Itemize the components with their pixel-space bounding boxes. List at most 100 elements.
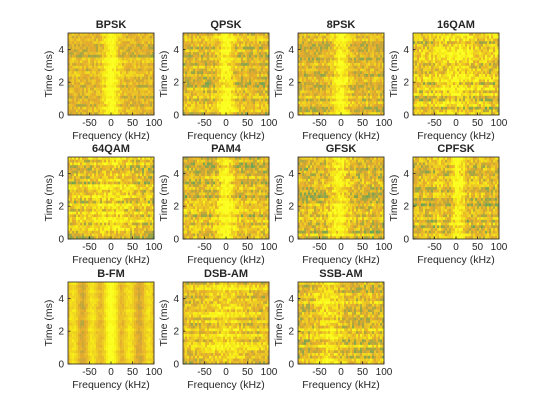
heatmap-cell xyxy=(215,33,218,37)
heatmap-cell xyxy=(368,87,371,91)
heatmap-cell xyxy=(199,104,202,108)
heatmap-cell xyxy=(106,43,109,47)
heatmap-cell xyxy=(469,35,472,39)
heatmap-cell xyxy=(461,93,464,97)
heatmap-cell xyxy=(118,74,121,78)
heatmap-cell xyxy=(229,49,232,53)
heatmap-cell xyxy=(346,49,349,53)
heatmap-cell xyxy=(187,68,190,72)
heatmap-cell xyxy=(461,33,464,37)
heatmap-cell xyxy=(70,46,73,50)
heatmap-cell xyxy=(473,49,476,53)
heatmap-cell xyxy=(326,101,329,105)
heatmap-cell xyxy=(306,101,309,105)
heatmap-cell xyxy=(431,41,434,45)
heatmap-cell xyxy=(203,87,206,91)
heatmap-cell xyxy=(195,49,198,53)
heatmap-cell xyxy=(259,41,262,45)
heatmap-cell xyxy=(193,76,196,80)
heatmap-cell xyxy=(249,65,252,69)
heatmap-cell xyxy=(495,54,498,58)
heatmap-cell xyxy=(118,106,121,110)
heatmap-cell xyxy=(302,46,305,50)
heatmap-cell xyxy=(445,82,448,86)
heatmap-cell xyxy=(257,74,260,78)
heatmap-cell xyxy=(453,90,456,94)
heatmap-cell xyxy=(183,60,186,64)
heatmap-cell xyxy=(217,63,220,67)
heatmap-cell xyxy=(419,63,422,67)
heatmap-cell xyxy=(185,71,188,75)
heatmap-cell xyxy=(136,93,139,97)
heatmap-cell xyxy=(267,87,270,91)
heatmap-cell xyxy=(431,98,434,102)
heatmap-cell xyxy=(485,43,488,47)
heatmap-cell xyxy=(419,93,422,97)
heatmap-cell xyxy=(302,112,305,116)
heatmap-cell xyxy=(90,90,93,94)
heatmap-cell xyxy=(421,60,424,64)
heatmap-cell xyxy=(239,95,242,99)
heatmap-cell xyxy=(489,49,492,53)
heatmap-cell xyxy=(318,84,321,88)
heatmap-cell xyxy=(185,41,188,45)
heatmap-cell xyxy=(221,109,224,113)
heatmap-cell xyxy=(475,68,478,72)
heatmap-cell xyxy=(483,60,486,64)
heatmap-cell xyxy=(90,74,93,78)
heatmap-cell xyxy=(72,87,75,91)
heatmap-cell xyxy=(376,98,379,102)
heatmap-cell xyxy=(195,63,198,67)
heatmap-cell xyxy=(189,41,192,45)
heatmap-cell xyxy=(370,82,373,86)
heatmap-cell xyxy=(130,93,133,97)
heatmap-cell xyxy=(413,68,416,72)
heatmap-cell xyxy=(136,33,139,37)
heatmap-cell xyxy=(473,57,476,61)
heatmap-cell xyxy=(88,79,91,83)
heatmap-cell xyxy=(140,112,143,116)
heatmap-cell xyxy=(328,71,331,75)
heatmap-cell xyxy=(312,68,315,72)
heatmap-cell xyxy=(489,38,492,42)
heatmap-cell xyxy=(483,43,486,47)
heatmap-cell xyxy=(116,38,119,42)
heatmap-cell xyxy=(217,46,220,50)
heatmap-cell xyxy=(364,46,367,50)
heatmap-cell xyxy=(128,87,131,91)
heatmap-cell xyxy=(334,41,337,45)
heatmap-cell xyxy=(247,71,250,75)
heatmap-cell xyxy=(243,33,246,37)
heatmap-cell xyxy=(201,49,204,53)
heatmap-cell xyxy=(94,41,97,45)
heatmap-cell xyxy=(185,68,188,72)
heatmap-cell xyxy=(368,65,371,69)
heatmap-cell xyxy=(475,93,478,97)
heatmap-cell xyxy=(102,104,105,108)
heatmap-cell xyxy=(78,76,81,80)
heatmap-cell xyxy=(417,60,420,64)
heatmap-cell xyxy=(380,49,383,53)
heatmap-cell xyxy=(324,79,327,83)
heatmap-cell xyxy=(374,104,377,108)
heatmap-cell xyxy=(76,49,79,53)
heatmap-cell xyxy=(90,54,93,58)
heatmap-cell xyxy=(419,65,422,69)
heatmap-cell xyxy=(229,33,232,37)
heatmap-cell xyxy=(485,87,488,91)
heatmap-cell xyxy=(148,82,151,86)
heatmap-cell xyxy=(316,112,319,116)
heatmap-cell xyxy=(72,93,75,97)
heatmap-cell xyxy=(201,79,204,83)
heatmap-cell xyxy=(84,93,87,97)
heatmap-cell xyxy=(122,46,125,50)
heatmap-cell xyxy=(102,87,105,91)
heatmap-cell xyxy=(251,33,254,37)
heatmap-cell xyxy=(80,109,83,113)
heatmap-cell xyxy=(382,52,385,56)
heatmap-cell xyxy=(249,49,252,53)
heatmap-cell xyxy=(437,84,440,88)
heatmap-cell xyxy=(350,95,353,99)
heatmap-cell xyxy=(239,57,242,61)
heatmap-cell xyxy=(84,57,87,61)
